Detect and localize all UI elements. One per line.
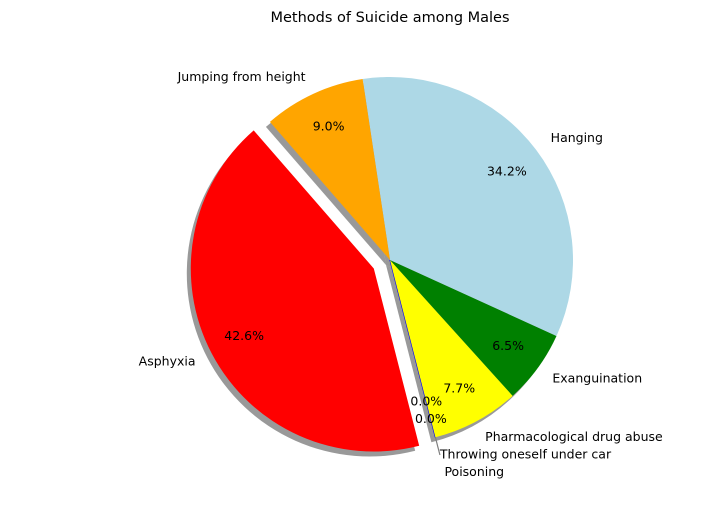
pie-slice-hanging: [362, 76, 574, 336]
slice-label-asphyxia: Asphyxia: [139, 354, 196, 369]
slice-label-throwing-oneself-under-car: Throwing oneself under car: [439, 447, 612, 462]
pie-slice-exanguination: [390, 260, 557, 396]
slice-label-pharmacological-drug-abuse: Pharmacological drug abuse: [485, 429, 663, 444]
slice-label-poisoning: Poisoning: [444, 464, 504, 479]
slice-percent-hanging: 34.2%: [487, 163, 527, 178]
chart-title: Methods of Suicide among Males: [270, 10, 509, 26]
pie-slice-asphyxia: [190, 130, 420, 452]
slice-label-jumping-from-height: Jumping from height: [177, 69, 306, 84]
slice-percent-pharmacological-drug-abuse: 7.7%: [443, 380, 475, 395]
slice-label-exanguination: Exanguination: [552, 370, 642, 385]
pie-slice-pharmacological-drug-abuse: [390, 260, 513, 438]
slice-percent-asphyxia: 42.6%: [224, 328, 264, 343]
slice-label-hanging: Hanging: [551, 130, 603, 145]
pie-label-layer: Asphyxia 42.6% Poisoning 0.0% Throwing onese…: [139, 69, 663, 479]
pie-slice-layer: [190, 76, 574, 456]
pie-slice-jumping-from-height: [269, 79, 390, 260]
slice-percent-throwing-oneself-under-car: 0.0%: [410, 393, 442, 408]
slice-percent-poisoning: 0.0%: [415, 411, 447, 426]
slice-percent-jumping-from-height: 9.0%: [313, 119, 345, 134]
slice-percent-exanguination: 6.5%: [492, 338, 524, 353]
